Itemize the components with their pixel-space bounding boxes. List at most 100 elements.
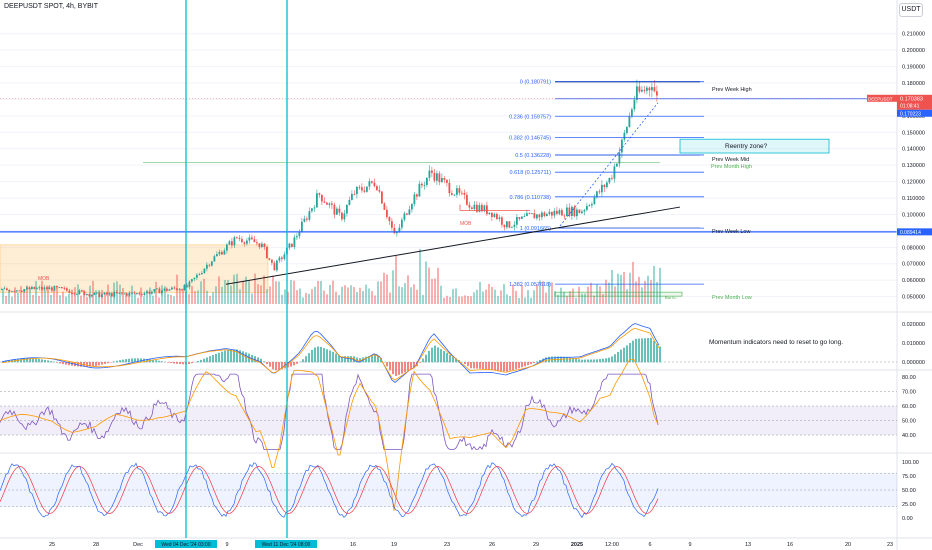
macd-hist-bar bbox=[5, 360, 7, 363]
macd-hist-bar bbox=[239, 350, 241, 363]
candle-body bbox=[161, 290, 163, 294]
candle-body bbox=[121, 292, 123, 294]
candle-body bbox=[571, 206, 573, 216]
macd-hist-bar bbox=[659, 346, 661, 363]
macd-hist-bar bbox=[2, 361, 4, 363]
volume-bar bbox=[566, 296, 568, 304]
candle-body bbox=[261, 243, 263, 248]
candle-body bbox=[88, 293, 91, 297]
candle-body bbox=[201, 273, 203, 275]
macd-hist-bar bbox=[524, 362, 526, 367]
candle-body bbox=[413, 194, 416, 205]
macd-hist-bar bbox=[443, 350, 445, 363]
stoch-axis-tick: 50.00 bbox=[902, 488, 916, 494]
macd-hist-bar bbox=[272, 362, 274, 370]
candle-body bbox=[136, 293, 138, 294]
candle-body bbox=[641, 89, 643, 92]
volume-bar bbox=[581, 293, 583, 304]
macd-hist-bar bbox=[485, 362, 487, 370]
candle-body bbox=[211, 261, 213, 266]
time-axis-tick: 12:00 bbox=[605, 542, 619, 548]
volume-bar bbox=[443, 297, 445, 304]
candle-body bbox=[103, 292, 106, 295]
candle-body bbox=[206, 264, 208, 269]
candle-body bbox=[331, 203, 333, 205]
volume-bar bbox=[203, 278, 205, 304]
price-axis-tick: 0.180000 bbox=[902, 81, 925, 87]
candle-body bbox=[128, 292, 131, 296]
macd-hist-bar bbox=[434, 345, 436, 363]
volume-bar bbox=[617, 273, 619, 304]
currency-button[interactable]: USDT bbox=[899, 3, 923, 17]
volume-bar bbox=[548, 281, 550, 304]
macd-hist-bar bbox=[389, 362, 391, 371]
candle-body bbox=[506, 221, 508, 228]
volume-bar bbox=[17, 292, 19, 304]
candle-body bbox=[501, 217, 503, 225]
macd-hist-bar bbox=[593, 359, 595, 363]
macd-hist-bar bbox=[404, 362, 406, 373]
volume-bar bbox=[383, 272, 385, 304]
macd-hist-bar bbox=[92, 362, 94, 367]
macd-hist-bar bbox=[611, 356, 613, 363]
candle-body bbox=[488, 212, 491, 215]
volume-bar bbox=[521, 284, 523, 304]
candle-body bbox=[341, 212, 343, 220]
candle-body bbox=[438, 173, 441, 183]
volume-bar bbox=[329, 284, 331, 304]
candle-body bbox=[638, 86, 641, 92]
volume-bar bbox=[182, 288, 184, 304]
candle-body bbox=[56, 285, 58, 288]
candle-body bbox=[456, 188, 458, 195]
candle-body bbox=[471, 207, 473, 210]
secondary-price-badge: 0.170223 bbox=[900, 111, 921, 117]
stoch-axis-tick: 75.00 bbox=[902, 474, 916, 480]
candle-body bbox=[351, 193, 353, 200]
volume-bar bbox=[464, 295, 466, 304]
volume-bar bbox=[20, 286, 22, 304]
macd-hist-bar bbox=[179, 362, 181, 365]
candle-body bbox=[448, 182, 451, 194]
macd-hist-bar bbox=[71, 362, 73, 366]
prev-week-mid-label: Prev Week Mid bbox=[712, 157, 749, 163]
macd-hist-bar bbox=[653, 340, 655, 363]
macd-hist-bar bbox=[536, 361, 538, 363]
volume-bar bbox=[11, 296, 13, 304]
candle-body bbox=[183, 284, 186, 291]
candle-body bbox=[93, 292, 96, 295]
candle-body bbox=[348, 199, 351, 206]
volume-bar bbox=[347, 287, 349, 304]
macd-hist-bar bbox=[278, 362, 280, 370]
candle-body bbox=[171, 287, 173, 290]
candle-body bbox=[76, 293, 78, 295]
candle-body bbox=[363, 190, 366, 192]
volume-bar bbox=[611, 270, 613, 304]
candle-body bbox=[478, 205, 481, 212]
volume-bar bbox=[536, 284, 538, 304]
candle-body bbox=[408, 209, 411, 215]
candle-body bbox=[301, 221, 303, 233]
volume-bar bbox=[518, 297, 520, 304]
macd-hist-bar bbox=[125, 359, 127, 363]
candle-body bbox=[233, 237, 236, 246]
candle-body bbox=[648, 87, 651, 91]
macd-hist-bar bbox=[146, 358, 148, 363]
macd-hist-bar bbox=[218, 352, 220, 363]
volume-bar bbox=[338, 295, 340, 304]
macd-hist-bar bbox=[539, 359, 541, 363]
macd-hist-bar bbox=[311, 349, 313, 363]
volume-bar bbox=[299, 288, 301, 304]
volume-bar bbox=[419, 249, 421, 304]
candle-body bbox=[173, 287, 176, 289]
fib-level-label: 0.382 (0.146745) bbox=[509, 136, 551, 142]
macd-hist-bar bbox=[479, 362, 481, 369]
macd-hist-bar bbox=[503, 362, 505, 372]
candle-body bbox=[498, 217, 501, 219]
time-axis-tick: Dec bbox=[133, 542, 143, 548]
macd-hist-bar bbox=[197, 360, 199, 363]
volume-bar bbox=[395, 256, 397, 304]
candle-body bbox=[31, 286, 33, 290]
candle-body bbox=[316, 193, 318, 208]
macd-hist-bar bbox=[428, 350, 430, 363]
